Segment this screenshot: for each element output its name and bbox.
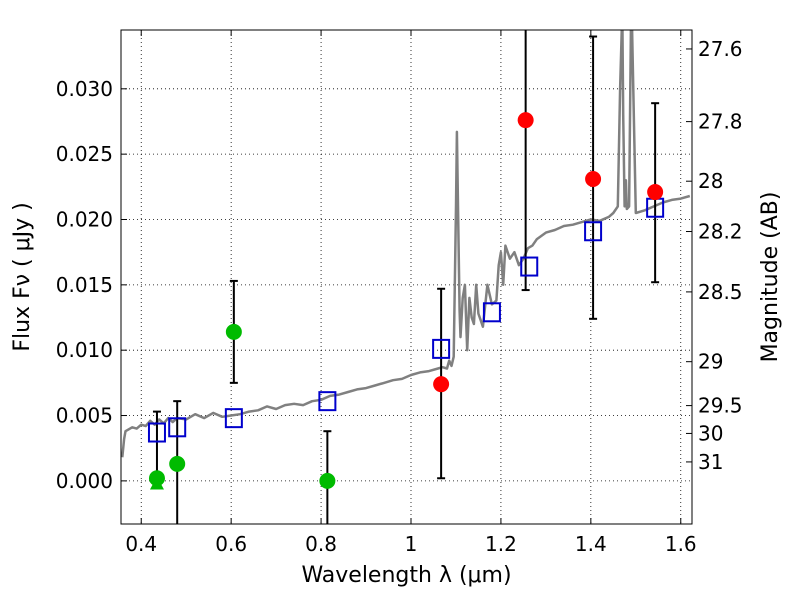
data-point-marker: [433, 376, 450, 393]
mag-tick-label: 27.6: [698, 37, 743, 61]
mag-tick-label: 27.8: [698, 110, 743, 134]
x-tick-label: 0.8: [305, 532, 337, 556]
x-tick-label: 1.4: [575, 532, 607, 556]
data-point-marker: [169, 455, 186, 472]
x-axis: 0.4 0.6 0.8 1 1.2 1.4 1.6: [125, 30, 697, 556]
model-photometry-marker: [224, 408, 243, 429]
data-markers: [147, 112, 665, 490]
x-tick-label: 0.4: [125, 532, 157, 556]
x-tick-label: 0.6: [215, 532, 247, 556]
x-tick-label: 1.2: [485, 532, 517, 556]
mag-tick-label: 29: [698, 350, 723, 374]
model-photometry-marker: [584, 221, 603, 242]
mag-tick-label: 30: [698, 421, 723, 445]
y2-axis-title: Magnitude (AB): [758, 192, 783, 363]
model-photometry-marker: [318, 391, 337, 412]
upper-limit-marker: [149, 476, 164, 490]
sed-model-layer: [121, 30, 691, 458]
data-point-marker: [585, 170, 602, 187]
data-point-marker: [517, 112, 534, 129]
x-tick-label: 1: [405, 532, 418, 556]
model-photometry-marker: [482, 302, 501, 323]
y-tick-label: 0.005: [56, 404, 113, 428]
data-point-marker: [319, 472, 336, 489]
data-point-marker: [647, 184, 664, 201]
y-tick-label: 0.020: [56, 207, 113, 231]
model-photometry-marker: [147, 422, 166, 443]
y-axis-title: Flux Fν ( μJy ): [10, 202, 35, 351]
x-tick-label: 1.6: [665, 532, 697, 556]
mag-tick-label: 29.5: [698, 394, 743, 418]
mag-tick-label: 31: [698, 450, 723, 474]
model-photometry-marker: [432, 338, 451, 359]
y-tick-label: 0.025: [56, 142, 113, 166]
y-tick-label: 0.015: [56, 273, 113, 297]
mag-tick-label: 28.2: [698, 220, 743, 244]
data-point-marker: [225, 323, 242, 340]
model-photometry-marker: [520, 256, 539, 277]
mag-tick-label: 28: [698, 169, 723, 193]
y-axis-right-magnitude: 27.6 27.8 28 28.2 28.5 29 29.5 30 31: [686, 37, 743, 474]
y-axis-left: 0.000 0.005 0.010 0.015 0.020 0.025 0.030: [56, 77, 127, 493]
plot-frame: [120, 29, 693, 525]
y-tick-label: 0.000: [56, 469, 113, 493]
error-bars: [152, 30, 660, 524]
model-photometry-marker: [168, 417, 187, 438]
x-axis-title: Wavelength λ (μm): [301, 563, 511, 588]
y-tick-label: 0.010: [56, 338, 113, 362]
grid: [121, 30, 692, 524]
sed-model-curve: [121, 30, 691, 458]
y-tick-label: 0.030: [56, 77, 113, 101]
mag-tick-label: 28.5: [698, 280, 743, 304]
